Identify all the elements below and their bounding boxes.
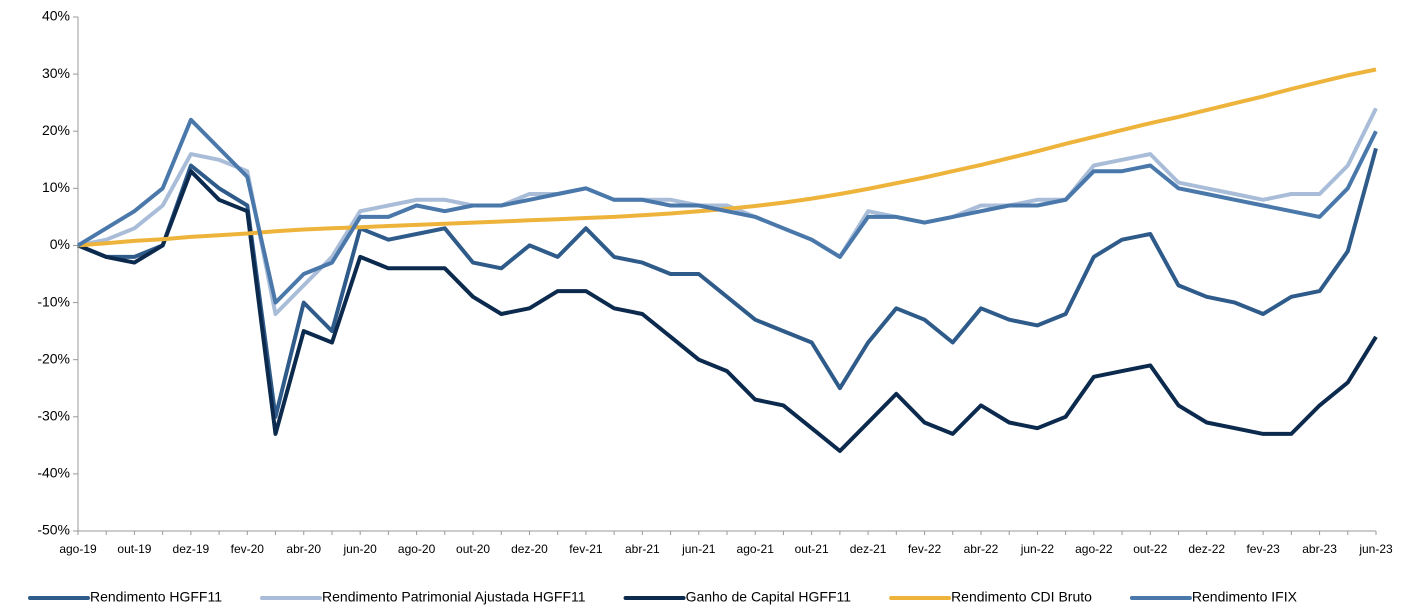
- y-tick-label: -20%: [37, 350, 70, 366]
- x-tick-label: ago-20: [398, 542, 436, 556]
- legend-label: Rendimento Patrimonial Ajustada HGFF11: [322, 589, 586, 605]
- x-tick-label: ago-19: [59, 542, 97, 556]
- x-tick-label: dez-19: [173, 542, 210, 556]
- y-tick-label: 10%: [42, 179, 70, 195]
- y-tick-label: 40%: [42, 8, 70, 24]
- x-tick-label: out-21: [795, 542, 829, 556]
- legend-label: Rendimento IFIX: [1192, 589, 1298, 605]
- x-tick-label: abr-20: [286, 542, 321, 556]
- x-tick-label: jun-21: [681, 542, 716, 556]
- series-line: [77, 67, 1377, 248]
- legend-label: Ganho de Capital HGFF11: [686, 589, 852, 605]
- x-tick-label: dez-20: [511, 542, 548, 556]
- series-line: [77, 169, 1378, 453]
- series-line: [76, 117, 1378, 305]
- x-tick-label: out-22: [1133, 542, 1167, 556]
- x-tick-label: ago-22: [1075, 542, 1113, 556]
- y-tick-label: -30%: [37, 407, 70, 423]
- x-tick-label: dez-22: [1188, 542, 1225, 556]
- y-tick-label: -50%: [37, 522, 70, 538]
- x-tick-label: fev-22: [908, 542, 942, 556]
- x-tick-label: out-19: [117, 542, 151, 556]
- y-tick-label: 30%: [42, 65, 70, 81]
- legend-label: Rendimento HGFF11: [90, 589, 222, 605]
- y-tick-label: -10%: [37, 293, 70, 309]
- series-line: [77, 107, 1378, 316]
- x-tick-label: dez-21: [850, 542, 887, 556]
- y-tick-label: 0%: [50, 236, 70, 252]
- legend-label: Rendimento CDI Bruto: [951, 589, 1092, 605]
- x-tick-label: out-20: [456, 542, 490, 556]
- x-tick-label: abr-23: [1302, 542, 1337, 556]
- x-tick-label: fev-23: [1246, 542, 1280, 556]
- x-tick-label: fev-20: [231, 542, 265, 556]
- series-line: [77, 147, 1378, 419]
- x-tick-label: ago-21: [737, 542, 775, 556]
- y-tick-label: -40%: [37, 465, 70, 481]
- x-tick-label: jun-20: [342, 542, 377, 556]
- x-tick-label: abr-22: [964, 542, 999, 556]
- x-tick-label: fev-21: [569, 542, 603, 556]
- x-tick-label: jun-23: [1358, 542, 1393, 556]
- y-tick-label: 20%: [42, 122, 70, 138]
- x-tick-label: jun-22: [1020, 542, 1055, 556]
- x-tick-label: abr-21: [625, 542, 660, 556]
